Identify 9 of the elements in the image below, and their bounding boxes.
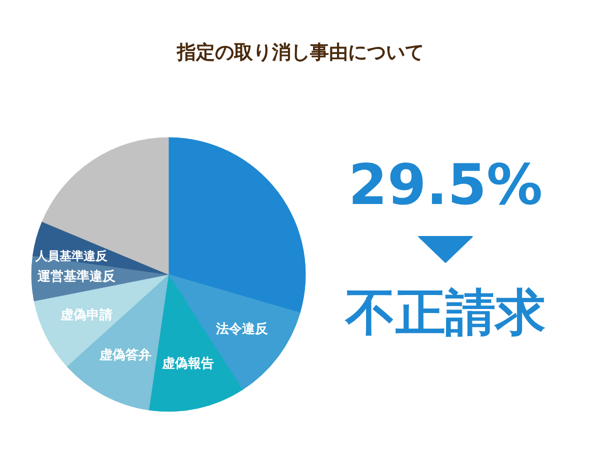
- slice-label: 虚偽申請: [59, 307, 112, 324]
- slice-label: 虚偽答弁: [98, 346, 152, 363]
- slice-label: 人員基準違反: [34, 248, 109, 263]
- slice-label: 虚偽報告: [160, 356, 214, 372]
- slice-label: 運営基準違反: [36, 268, 117, 285]
- slice-label: 法令違反: [215, 320, 270, 337]
- chart-title: 指定の取り消し事由について: [176, 42, 424, 64]
- data-label: 29.5%: [348, 153, 543, 218]
- legend-label: 不正請求: [344, 284, 546, 342]
